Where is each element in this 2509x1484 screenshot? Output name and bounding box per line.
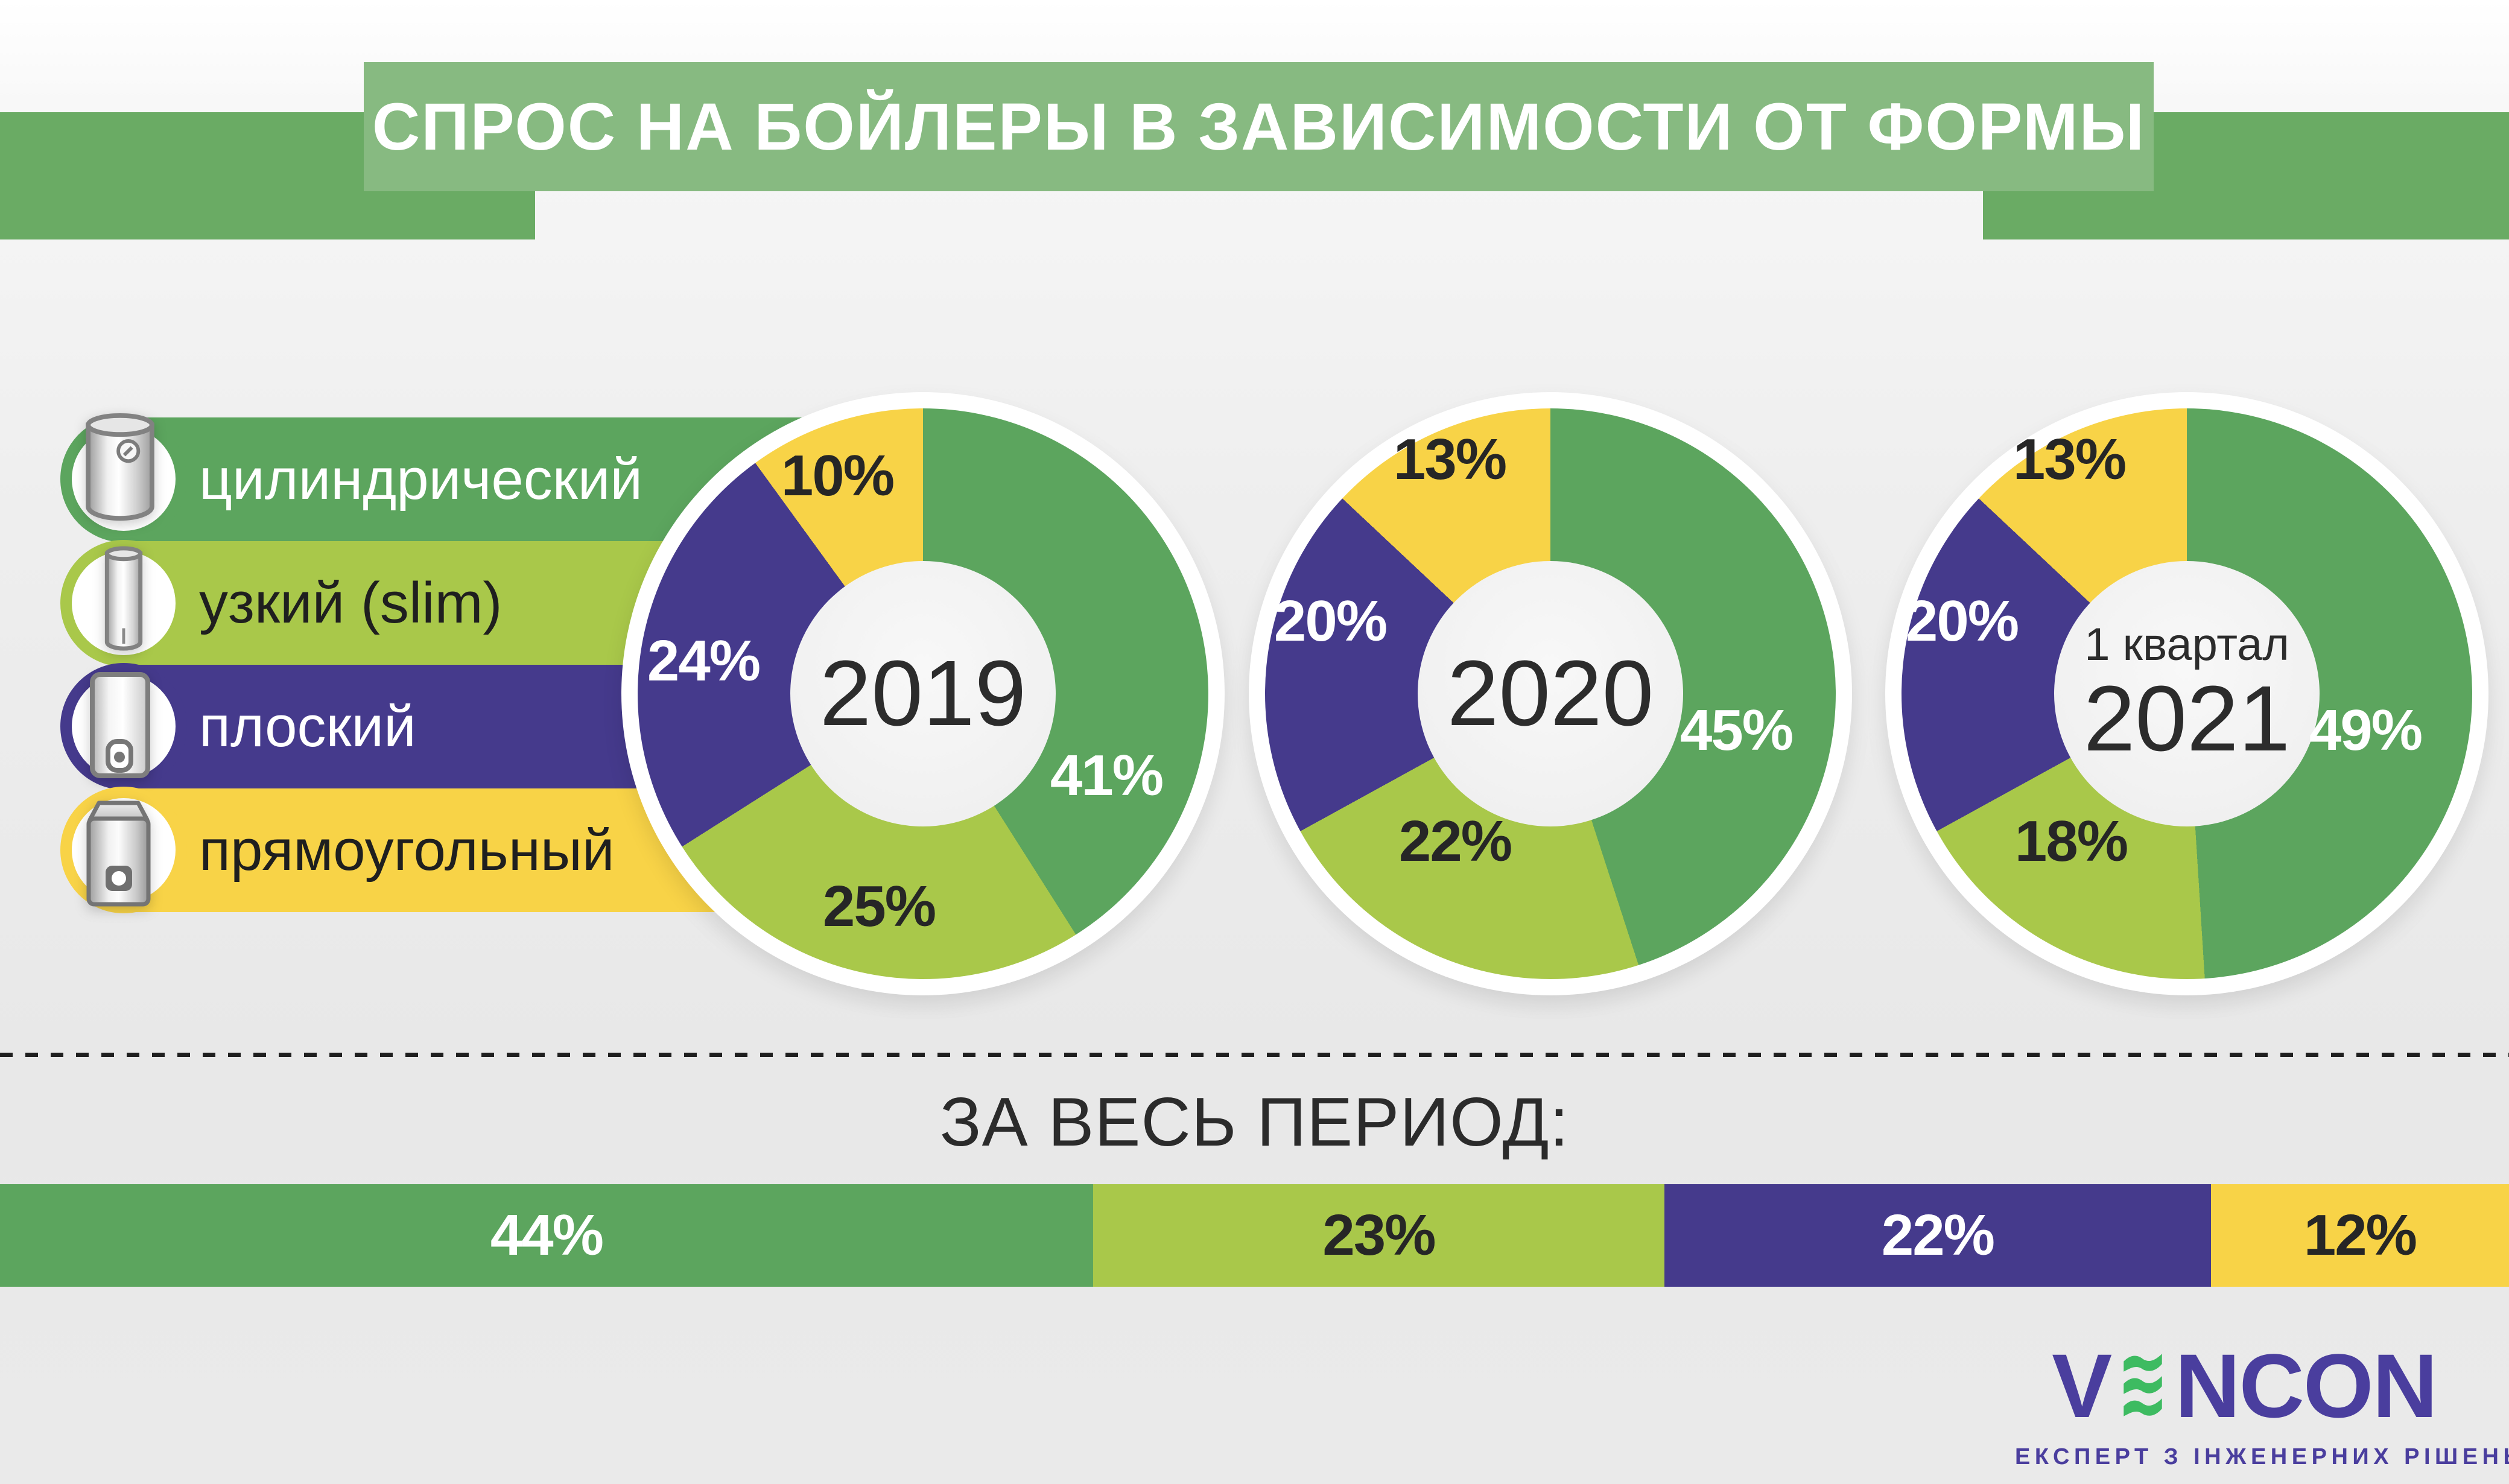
legend-label: плоский bbox=[199, 694, 416, 759]
bar-segment-flat: 22% bbox=[1664, 1184, 2211, 1287]
slice-label: 20% bbox=[1905, 589, 2019, 653]
slim-boiler-icon bbox=[104, 546, 143, 651]
dashed-separator bbox=[0, 1053, 2509, 1057]
donut-center: 2019 bbox=[790, 561, 1056, 826]
slice-label: 20% bbox=[1274, 589, 1388, 653]
bar-segment-label: 22% bbox=[1881, 1203, 1995, 1267]
bar-segment-label: 12% bbox=[2303, 1203, 2417, 1267]
cylindrical-boiler-icon bbox=[86, 413, 154, 521]
slice-label: 49% bbox=[2309, 698, 2423, 763]
slice-label: 13% bbox=[1393, 427, 1507, 492]
donut-center-year: 2019 bbox=[819, 641, 1027, 746]
donut-center: 2020 bbox=[1418, 561, 1683, 826]
slice-label: 24% bbox=[647, 629, 761, 693]
logo-letters-ncon: NCON bbox=[2175, 1335, 2438, 1436]
donut-center-year: 2020 bbox=[1447, 641, 1654, 746]
donut-chart-2019: 2019 41% 25% 24% 10% bbox=[621, 392, 1225, 995]
slice-label: 22% bbox=[1398, 809, 1512, 874]
rectangular-boiler-icon bbox=[86, 801, 151, 907]
bar-segment-label: 44% bbox=[490, 1203, 604, 1267]
slice-label: 10% bbox=[781, 443, 895, 508]
slice-label: 13% bbox=[2013, 427, 2127, 492]
title-banner: СПРОС НА БОЙЛЕРЫ В ЗАВИСИМОСТИ ОТ ФОРМЫ bbox=[364, 62, 2154, 191]
logo-wave-e-icon bbox=[2124, 1354, 2162, 1416]
donut-chart-2021-q1: 1 квартал 2021 49% 18% 20% 13% bbox=[1885, 392, 2488, 995]
donut-center-year: 2021 bbox=[2083, 666, 2291, 770]
slice-label: 25% bbox=[822, 874, 936, 939]
donut-center-label: 1 квартал bbox=[2084, 619, 2289, 671]
bar-segment-label: 23% bbox=[1322, 1203, 1436, 1267]
bar-segment-slim: 23% bbox=[1093, 1184, 1664, 1287]
legend-label: прямоугольный bbox=[199, 817, 615, 883]
flat-boiler-icon bbox=[90, 672, 150, 778]
logo-letter-v: V bbox=[2052, 1335, 2112, 1436]
slice-label: 45% bbox=[1680, 698, 1794, 763]
slice-label: 41% bbox=[1050, 743, 1164, 808]
logo-tagline: ЕКСПЕРТ З ІНЖЕНЕРНИХ РІШЕНЬ bbox=[2015, 1444, 2509, 1470]
slice-label: 18% bbox=[2014, 809, 2128, 874]
vencon-wordmark: V NCON bbox=[2015, 1340, 2473, 1431]
donut-chart-2020: 2020 45% 22% 20% 13% bbox=[1249, 392, 1852, 995]
stacked-bar: 44% 23% 22% 12% bbox=[0, 1184, 2509, 1287]
donut-center: 1 квартал 2021 bbox=[2054, 561, 2320, 826]
bar-segment-cylindrical: 44% bbox=[0, 1184, 1093, 1287]
vencon-logo: V NCON ЕКСПЕРТ З ІНЖЕНЕРНИХ РІШЕНЬ bbox=[2015, 1340, 2509, 1470]
legend-label: цилиндрический bbox=[199, 446, 642, 512]
legend-label: узкий (slim) bbox=[199, 570, 503, 635]
page-title: СПРОС НА БОЙЛЕРЫ В ЗАВИСИМОСТИ ОТ ФОРМЫ bbox=[372, 89, 2146, 164]
period-heading: ЗА ВЕСЬ ПЕРИОД: bbox=[939, 1084, 1570, 1161]
bar-segment-rectangular: 12% bbox=[2210, 1184, 2509, 1287]
